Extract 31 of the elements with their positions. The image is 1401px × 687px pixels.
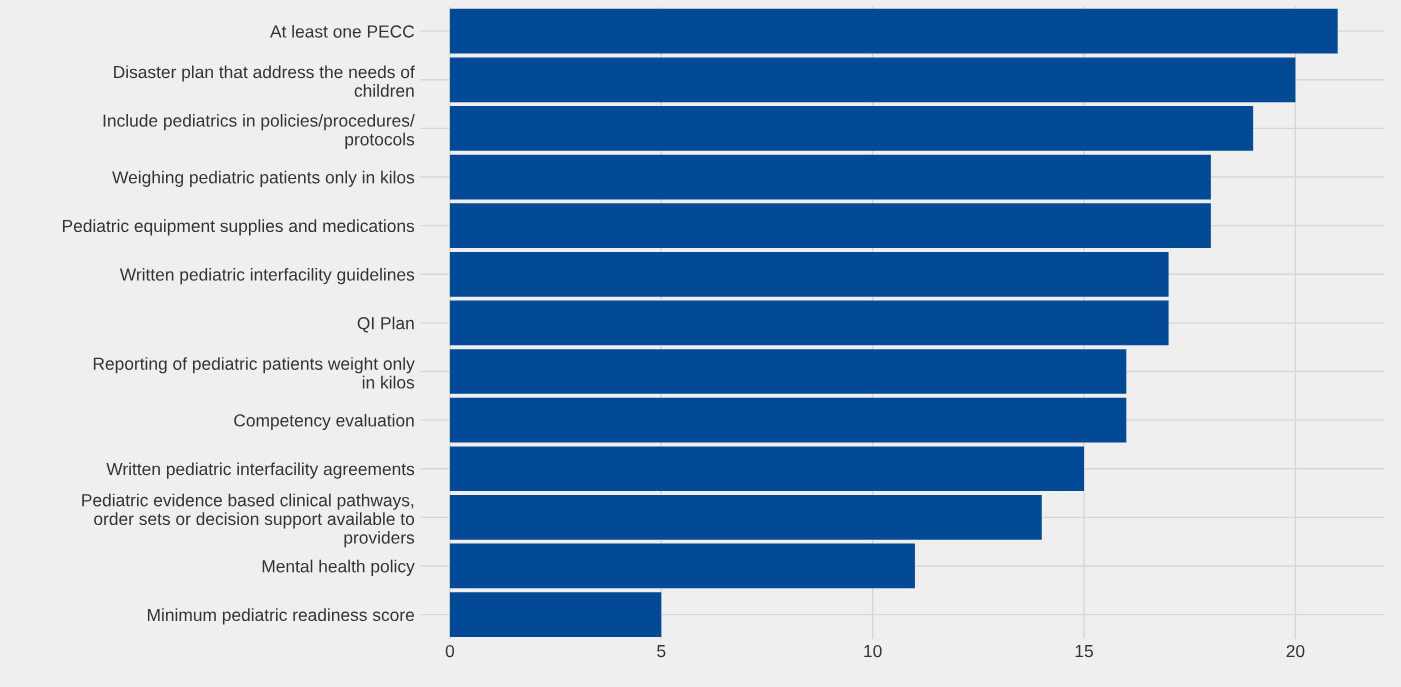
x-tick-label: 20 <box>1286 644 1305 658</box>
y-tick-label: Competency evaluation <box>234 413 414 431</box>
x-tick-label: 10 <box>864 644 882 658</box>
bar <box>449 251 1169 297</box>
y-tick-label: Pediatric evidence based clinical pathways, order sets or decision support available to providers <box>82 493 415 548</box>
bar <box>449 57 1296 103</box>
bar <box>449 446 1085 492</box>
y-tick-label: Written pediatric interfacility agreements <box>106 462 415 479</box>
y-tick-label: Minimum pediatric readiness score <box>147 608 414 625</box>
bar <box>449 154 1211 200</box>
bar <box>449 397 1127 443</box>
y-tick-label: Include pediatrics in policies/procedures/ protocols <box>103 114 415 149</box>
bar <box>449 349 1127 394</box>
y-tick-label: Pediatric equipment supplies and medications <box>62 219 415 236</box>
x-tick-label: 15 <box>1075 645 1093 658</box>
bar <box>449 300 1169 346</box>
bar <box>449 106 1254 151</box>
y-tick-label: Weighing pediatric patients only in kilos <box>112 170 415 187</box>
x-tick-label: 0 <box>445 644 455 658</box>
bar <box>449 495 1042 540</box>
y-tick-label: Mental health policy <box>262 559 415 576</box>
y-tick-label: Disaster plan that address the needs of children <box>114 65 415 97</box>
y-tick-label: Reporting of pediatric patients weight only in kilos <box>93 357 415 389</box>
x-tick-label: 5 <box>657 645 666 658</box>
y-tick-label: Written pediatric interfacility guidelines <box>119 267 415 285</box>
bar <box>449 203 1211 249</box>
y-tick-label: QI Plan <box>357 316 414 333</box>
y-tick-label: At least one PECC <box>270 24 415 38</box>
bar <box>449 8 1338 54</box>
bar <box>449 592 662 637</box>
bar <box>449 543 915 589</box>
